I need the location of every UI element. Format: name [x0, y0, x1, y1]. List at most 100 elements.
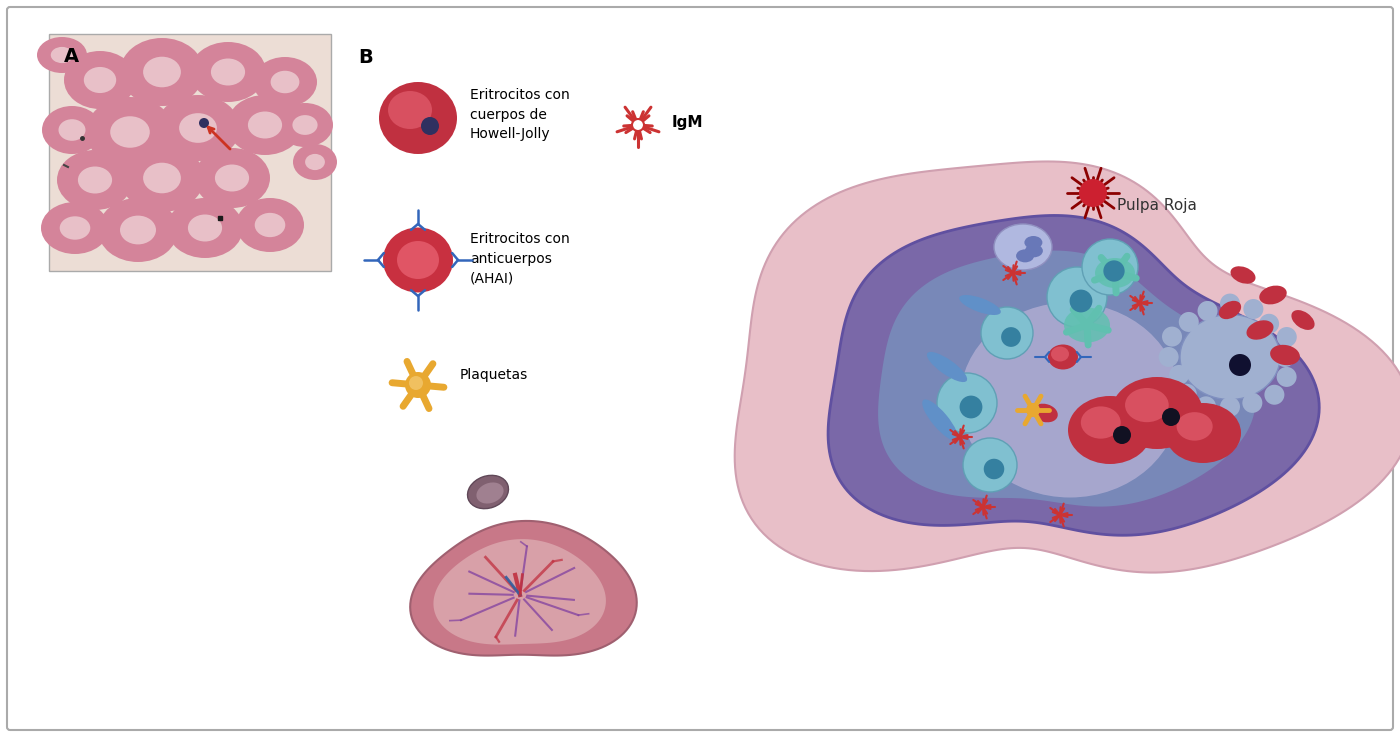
- Ellipse shape: [305, 154, 325, 170]
- Ellipse shape: [1291, 310, 1315, 330]
- Ellipse shape: [190, 42, 266, 102]
- Ellipse shape: [398, 241, 440, 279]
- Circle shape: [981, 307, 1033, 359]
- Circle shape: [937, 373, 997, 433]
- Ellipse shape: [237, 198, 304, 252]
- Ellipse shape: [78, 167, 112, 194]
- FancyBboxPatch shape: [7, 7, 1393, 730]
- Ellipse shape: [277, 103, 333, 147]
- Ellipse shape: [195, 148, 270, 208]
- Ellipse shape: [270, 71, 300, 94]
- Ellipse shape: [64, 51, 136, 109]
- Ellipse shape: [57, 150, 133, 210]
- Circle shape: [405, 372, 431, 398]
- Ellipse shape: [293, 144, 337, 180]
- Ellipse shape: [1095, 258, 1135, 288]
- Ellipse shape: [1126, 388, 1169, 422]
- Text: IgM: IgM: [672, 114, 703, 130]
- Ellipse shape: [994, 224, 1051, 270]
- Ellipse shape: [143, 163, 181, 193]
- Circle shape: [1162, 408, 1180, 426]
- Polygon shape: [878, 251, 1256, 506]
- Circle shape: [1196, 397, 1217, 416]
- Circle shape: [1103, 260, 1124, 282]
- Circle shape: [984, 458, 1004, 479]
- Ellipse shape: [60, 216, 90, 240]
- Ellipse shape: [384, 228, 454, 293]
- Ellipse shape: [59, 119, 85, 141]
- Circle shape: [1159, 347, 1179, 367]
- Ellipse shape: [476, 483, 504, 503]
- Ellipse shape: [84, 67, 116, 93]
- Circle shape: [1169, 365, 1189, 385]
- Ellipse shape: [155, 95, 239, 161]
- Ellipse shape: [388, 91, 433, 129]
- Ellipse shape: [1068, 396, 1152, 464]
- Ellipse shape: [1112, 377, 1203, 449]
- Polygon shape: [735, 161, 1400, 573]
- Ellipse shape: [227, 95, 302, 155]
- Circle shape: [1275, 347, 1295, 367]
- Ellipse shape: [293, 115, 318, 135]
- Circle shape: [1177, 384, 1197, 404]
- Ellipse shape: [923, 399, 958, 441]
- Circle shape: [1243, 299, 1263, 319]
- Circle shape: [409, 376, 423, 390]
- Ellipse shape: [179, 113, 217, 143]
- Ellipse shape: [253, 57, 316, 107]
- Ellipse shape: [42, 106, 102, 154]
- Ellipse shape: [379, 82, 456, 154]
- Ellipse shape: [1165, 403, 1240, 463]
- Ellipse shape: [959, 295, 1001, 315]
- Ellipse shape: [188, 214, 223, 242]
- Circle shape: [1277, 367, 1296, 387]
- Ellipse shape: [1051, 346, 1070, 362]
- FancyBboxPatch shape: [49, 34, 330, 271]
- Text: A: A: [64, 47, 80, 66]
- Circle shape: [1162, 326, 1182, 346]
- Ellipse shape: [120, 216, 155, 245]
- Circle shape: [1047, 267, 1107, 327]
- Circle shape: [421, 117, 440, 135]
- Ellipse shape: [120, 144, 204, 212]
- Ellipse shape: [1259, 285, 1287, 304]
- Ellipse shape: [36, 37, 87, 73]
- Ellipse shape: [1180, 315, 1280, 399]
- Text: Plaquetas: Plaquetas: [461, 368, 528, 382]
- Circle shape: [1197, 301, 1218, 321]
- Circle shape: [1070, 290, 1092, 312]
- Ellipse shape: [1049, 344, 1078, 369]
- Circle shape: [1277, 327, 1296, 347]
- Circle shape: [1026, 403, 1040, 417]
- Circle shape: [1179, 312, 1198, 332]
- Ellipse shape: [1081, 406, 1121, 439]
- Ellipse shape: [211, 58, 245, 85]
- Ellipse shape: [1231, 266, 1256, 284]
- Circle shape: [1113, 426, 1131, 444]
- Ellipse shape: [1176, 412, 1212, 441]
- Circle shape: [1242, 393, 1263, 413]
- Ellipse shape: [1219, 301, 1242, 319]
- Ellipse shape: [111, 116, 150, 147]
- Ellipse shape: [1025, 236, 1043, 249]
- Circle shape: [963, 438, 1016, 492]
- Polygon shape: [434, 539, 606, 645]
- Circle shape: [1079, 179, 1107, 207]
- Circle shape: [1001, 327, 1021, 347]
- Ellipse shape: [960, 302, 1180, 497]
- Polygon shape: [827, 215, 1319, 535]
- Ellipse shape: [1270, 345, 1299, 366]
- Ellipse shape: [85, 97, 174, 167]
- Circle shape: [199, 118, 209, 128]
- Ellipse shape: [1025, 244, 1043, 257]
- Circle shape: [1082, 239, 1138, 295]
- Circle shape: [1264, 385, 1284, 405]
- Ellipse shape: [248, 111, 283, 139]
- Ellipse shape: [50, 47, 73, 63]
- Circle shape: [1229, 354, 1252, 376]
- Text: Eritrocitos con
anticuerpos
(AHAI): Eritrocitos con anticuerpos (AHAI): [470, 232, 570, 285]
- Ellipse shape: [98, 198, 178, 262]
- Circle shape: [1219, 397, 1240, 416]
- Circle shape: [1259, 314, 1280, 334]
- Ellipse shape: [255, 213, 286, 237]
